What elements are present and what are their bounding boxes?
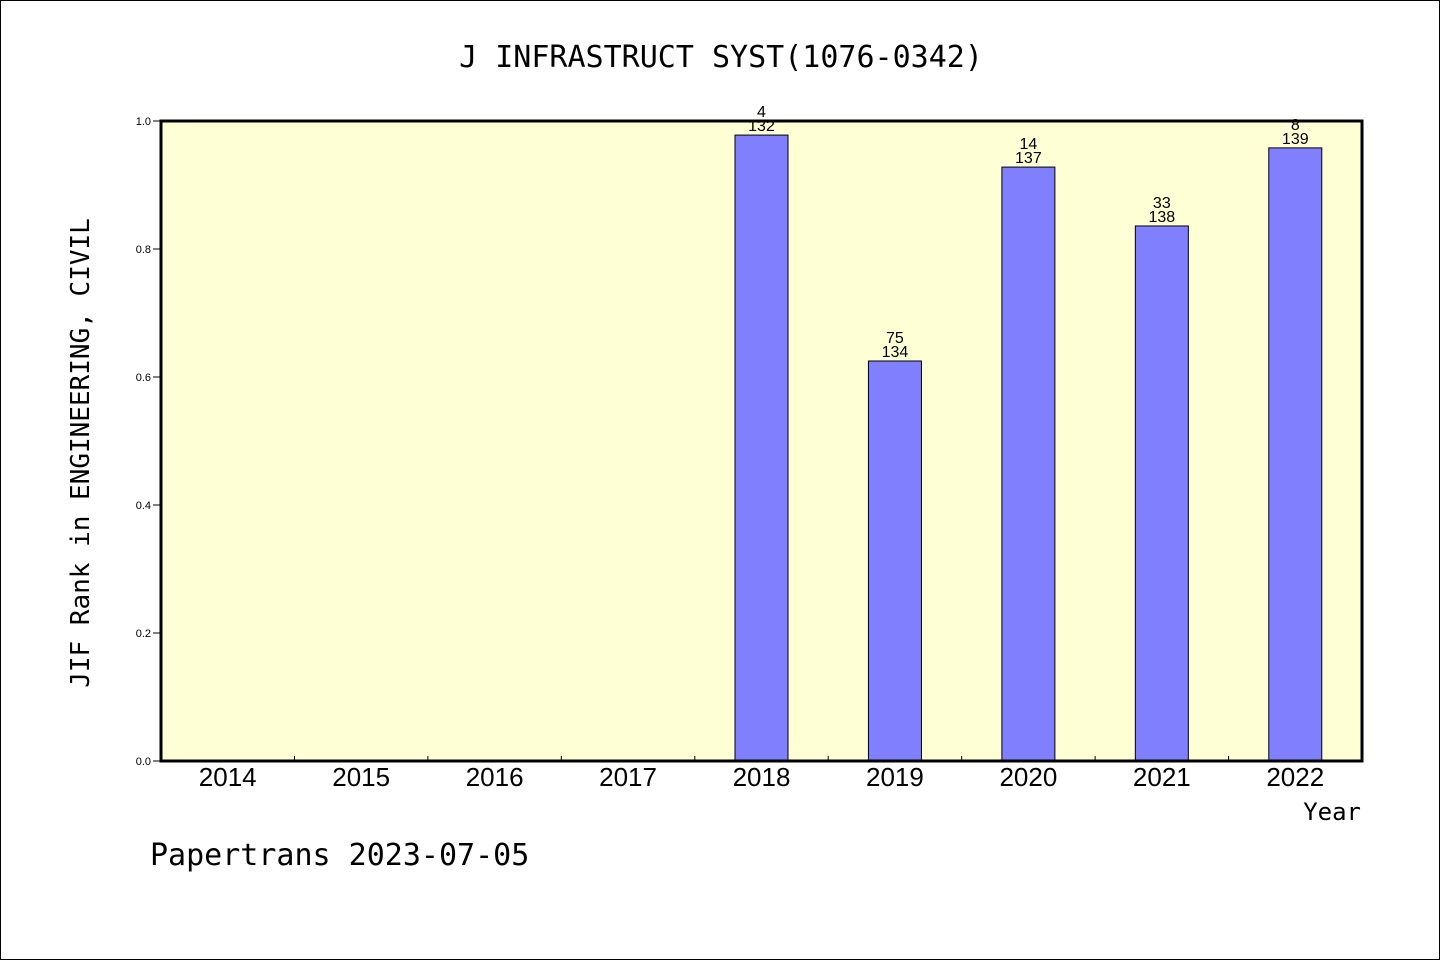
- bar-rank-label-2018: 4: [757, 104, 766, 121]
- bar-total-label-2021: 138: [1148, 209, 1175, 226]
- x-tick-label-2022: 2022: [1266, 762, 1324, 792]
- x-tick-label-2021: 2021: [1133, 762, 1191, 792]
- x-tick-label-2018: 2018: [733, 762, 791, 792]
- x-tick-label-2017: 2017: [599, 762, 657, 792]
- bar-2021: [1134, 225, 1189, 762]
- y-axis-label: JIF Rank in ENGINEERING, CIVIL: [66, 218, 96, 688]
- y-tick-label: 0.6: [136, 372, 151, 384]
- y-tick-label: 1.0: [136, 116, 151, 128]
- x-axis-label: Year: [1303, 798, 1361, 826]
- y-tick-label: 0.0: [136, 756, 151, 768]
- bar-2022: [1268, 147, 1323, 762]
- plot-frame: [159, 119, 1364, 763]
- bar-rank-label-2022: 8: [1291, 117, 1300, 134]
- x-tick-label-2019: 2019: [866, 762, 924, 792]
- bar-2020: [1001, 166, 1056, 762]
- x-tick-label-2015: 2015: [332, 762, 390, 792]
- x-tick-label-2020: 2020: [999, 762, 1057, 792]
- bar-2018: [734, 134, 789, 762]
- y-tick-label: 0.8: [136, 244, 151, 256]
- bar-rank-label-2019: 75: [886, 330, 904, 347]
- bar-total-label-2022: 139: [1282, 131, 1309, 148]
- bar-total-label-2019: 134: [882, 344, 909, 361]
- footer-credit: Papertrans 2023-07-05: [150, 838, 529, 873]
- y-tick-label: 0.2: [136, 628, 151, 640]
- y-tick-label: 0.4: [136, 500, 151, 512]
- x-tick-label-2014: 2014: [199, 762, 257, 792]
- bar-rank-label-2020: 14: [1019, 136, 1037, 153]
- bar-total-label-2020: 137: [1015, 150, 1042, 167]
- x-tick-label-2016: 2016: [466, 762, 524, 792]
- bar-rank-label-2021: 33: [1153, 195, 1171, 212]
- bar-2019: [867, 360, 922, 762]
- chart-title: J INFRASTRUCT SYST(1076-0342): [459, 40, 983, 75]
